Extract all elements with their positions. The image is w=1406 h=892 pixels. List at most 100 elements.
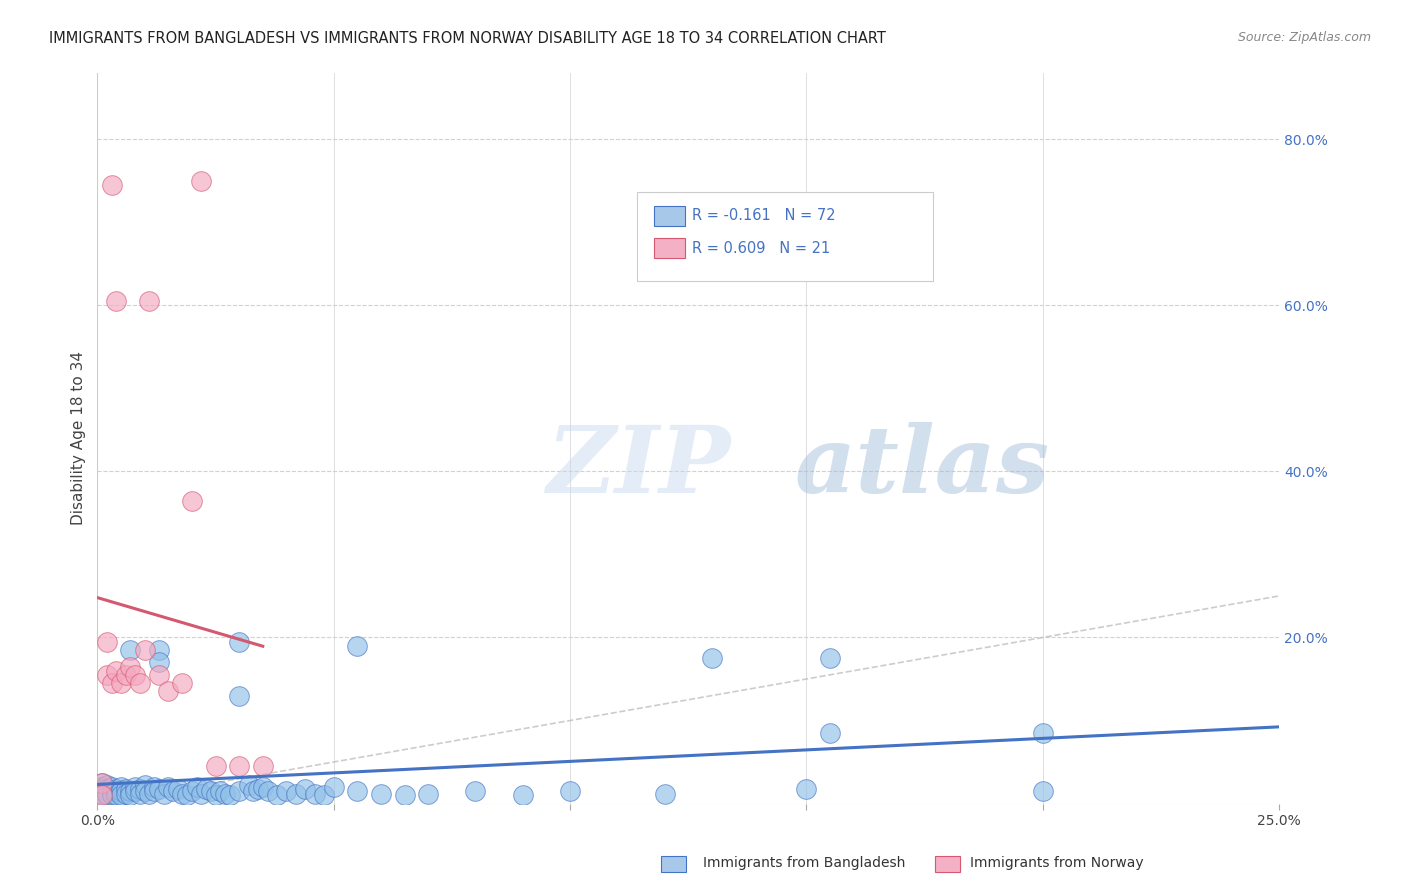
- Point: [91, 787, 114, 801]
- Point: [370, 787, 392, 801]
- Point: [91, 776, 114, 790]
- Point: [157, 780, 180, 794]
- Point: [314, 789, 336, 803]
- Point: [128, 787, 150, 801]
- Point: [346, 639, 368, 653]
- Point: [180, 493, 202, 508]
- Point: [110, 784, 132, 798]
- Point: [166, 781, 188, 796]
- Point: [558, 784, 581, 798]
- Point: [110, 780, 132, 794]
- Point: [218, 789, 240, 803]
- Point: [114, 787, 136, 801]
- Point: [91, 781, 114, 796]
- Point: [100, 780, 122, 794]
- Point: [110, 676, 132, 690]
- Point: [512, 789, 534, 803]
- Point: [172, 787, 194, 801]
- Point: [134, 778, 156, 792]
- Point: [100, 178, 122, 192]
- Point: [105, 294, 128, 309]
- Y-axis label: Disability Age 18 to 34: Disability Age 18 to 34: [72, 351, 86, 525]
- Point: [162, 784, 184, 798]
- Point: [276, 784, 298, 798]
- Point: [252, 780, 274, 794]
- Point: [172, 676, 194, 690]
- Text: Source: ZipAtlas.com: Source: ZipAtlas.com: [1237, 31, 1371, 45]
- Point: [1032, 726, 1054, 740]
- Point: [134, 643, 156, 657]
- Point: [100, 789, 122, 803]
- Point: [96, 784, 118, 798]
- Point: [700, 651, 723, 665]
- Point: [143, 784, 166, 798]
- Point: [204, 789, 226, 803]
- Point: [114, 781, 136, 796]
- Text: Immigrants from Norway: Immigrants from Norway: [970, 855, 1143, 870]
- Point: [124, 784, 146, 798]
- Point: [110, 789, 132, 803]
- Point: [148, 656, 170, 670]
- Point: [105, 781, 128, 796]
- Point: [96, 778, 118, 792]
- Point: [256, 784, 278, 798]
- Text: atlas: atlas: [794, 423, 1050, 513]
- Point: [105, 784, 128, 798]
- Point: [128, 781, 150, 796]
- Point: [91, 776, 114, 790]
- Point: [242, 784, 264, 798]
- Point: [120, 643, 142, 657]
- Point: [152, 787, 174, 801]
- Point: [157, 684, 180, 698]
- Point: [128, 676, 150, 690]
- Point: [124, 780, 146, 794]
- Text: ZIP: ZIP: [547, 423, 731, 513]
- Point: [200, 784, 222, 798]
- Point: [195, 781, 218, 796]
- Point: [654, 787, 676, 801]
- Point: [120, 789, 142, 803]
- Point: [148, 781, 170, 796]
- Point: [105, 664, 128, 678]
- Point: [96, 634, 118, 648]
- Point: [148, 643, 170, 657]
- Point: [346, 784, 368, 798]
- Point: [394, 789, 416, 803]
- Point: [100, 787, 122, 801]
- Point: [100, 676, 122, 690]
- Point: [266, 789, 288, 803]
- Point: [190, 787, 212, 801]
- Point: [120, 659, 142, 673]
- Point: [247, 781, 270, 796]
- Point: [105, 789, 128, 803]
- Point: [214, 787, 236, 801]
- Point: [138, 787, 160, 801]
- Point: [294, 781, 316, 796]
- Point: [124, 668, 146, 682]
- Point: [186, 780, 208, 794]
- Point: [818, 726, 841, 740]
- Point: [209, 784, 232, 798]
- Point: [120, 784, 142, 798]
- Point: [96, 787, 118, 801]
- Point: [148, 668, 170, 682]
- Point: [252, 759, 274, 773]
- Point: [228, 759, 250, 773]
- Point: [176, 789, 198, 803]
- Text: R = -0.161   N = 72: R = -0.161 N = 72: [692, 209, 835, 224]
- Point: [114, 668, 136, 682]
- Point: [91, 789, 114, 803]
- Point: [91, 784, 114, 798]
- Point: [96, 781, 118, 796]
- Point: [304, 787, 326, 801]
- Point: [284, 787, 307, 801]
- Point: [190, 174, 212, 188]
- Text: IMMIGRANTS FROM BANGLADESH VS IMMIGRANTS FROM NORWAY DISABILITY AGE 18 TO 34 COR: IMMIGRANTS FROM BANGLADESH VS IMMIGRANTS…: [49, 31, 886, 46]
- Point: [818, 651, 841, 665]
- Point: [1032, 784, 1054, 798]
- Point: [464, 784, 486, 798]
- Point: [228, 689, 250, 703]
- Point: [322, 780, 344, 794]
- Point: [91, 780, 114, 794]
- Point: [228, 784, 250, 798]
